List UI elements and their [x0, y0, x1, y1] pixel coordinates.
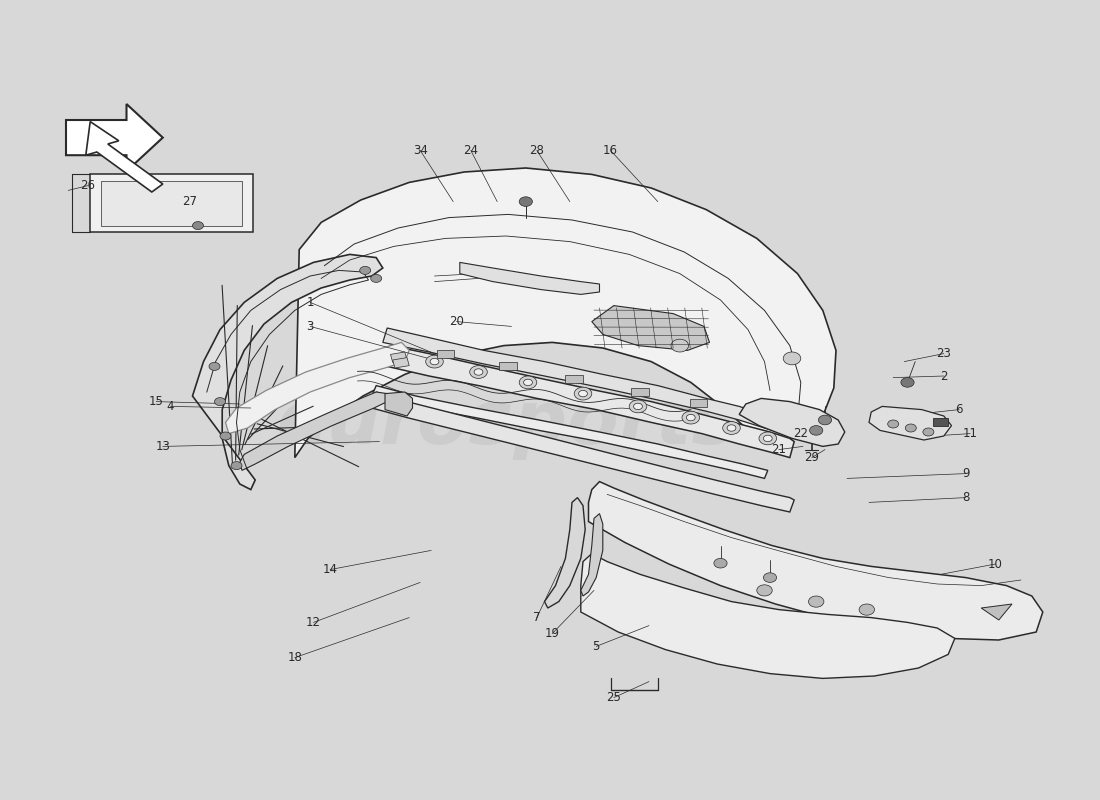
Ellipse shape [757, 585, 772, 596]
Polygon shape [739, 398, 845, 446]
Text: 9: 9 [962, 467, 969, 480]
Ellipse shape [209, 362, 220, 370]
FancyBboxPatch shape [101, 181, 242, 226]
Text: 13: 13 [155, 440, 170, 453]
Text: eurosports: eurosports [276, 387, 736, 461]
Text: 34: 34 [412, 144, 428, 157]
Text: 18: 18 [287, 651, 303, 664]
Ellipse shape [470, 366, 487, 378]
Polygon shape [372, 392, 794, 512]
Text: 25: 25 [606, 691, 621, 704]
Ellipse shape [727, 425, 736, 431]
Ellipse shape [519, 376, 537, 389]
Polygon shape [240, 392, 387, 470]
Ellipse shape [759, 432, 777, 445]
Ellipse shape [634, 403, 642, 410]
Ellipse shape [686, 414, 695, 421]
Ellipse shape [192, 222, 204, 230]
Ellipse shape [783, 352, 801, 365]
Ellipse shape [214, 398, 225, 406]
Polygon shape [385, 392, 412, 416]
FancyBboxPatch shape [690, 399, 707, 407]
Ellipse shape [371, 274, 382, 282]
Text: 15: 15 [148, 395, 164, 408]
Ellipse shape [901, 378, 914, 387]
FancyBboxPatch shape [90, 174, 253, 232]
Text: 26: 26 [80, 179, 96, 192]
Polygon shape [372, 386, 768, 478]
Text: 29: 29 [804, 451, 820, 464]
Ellipse shape [723, 422, 740, 434]
Text: 19: 19 [544, 627, 560, 640]
Polygon shape [592, 306, 710, 350]
Text: 23: 23 [936, 347, 952, 360]
Ellipse shape [524, 379, 532, 386]
Ellipse shape [579, 390, 587, 397]
Ellipse shape [629, 400, 647, 413]
Ellipse shape [923, 428, 934, 436]
FancyBboxPatch shape [565, 375, 583, 383]
Ellipse shape [763, 573, 777, 582]
Polygon shape [226, 342, 409, 434]
Ellipse shape [474, 369, 483, 375]
Ellipse shape [430, 358, 439, 365]
Text: 10: 10 [988, 558, 1003, 570]
Polygon shape [390, 352, 407, 362]
Polygon shape [86, 122, 163, 192]
Ellipse shape [574, 387, 592, 400]
FancyBboxPatch shape [499, 362, 517, 370]
Text: 7: 7 [534, 611, 540, 624]
Polygon shape [393, 358, 409, 368]
Ellipse shape [808, 596, 824, 607]
Text: 12: 12 [306, 616, 321, 629]
Ellipse shape [231, 462, 242, 470]
Polygon shape [588, 482, 1043, 640]
Text: 14: 14 [322, 563, 338, 576]
Text: 11: 11 [962, 427, 978, 440]
Ellipse shape [714, 558, 727, 568]
Polygon shape [581, 514, 603, 596]
Text: 20: 20 [449, 315, 464, 328]
Text: 5: 5 [593, 640, 600, 653]
Text: 28: 28 [529, 144, 544, 157]
Ellipse shape [905, 424, 916, 432]
Text: 1: 1 [307, 296, 314, 309]
Ellipse shape [763, 435, 772, 442]
Polygon shape [192, 254, 383, 490]
Text: 6: 6 [956, 403, 962, 416]
Polygon shape [544, 498, 585, 608]
Polygon shape [869, 406, 952, 440]
Ellipse shape [360, 266, 371, 274]
Text: 24: 24 [463, 144, 478, 157]
Text: 27: 27 [182, 195, 197, 208]
FancyBboxPatch shape [933, 418, 948, 426]
Polygon shape [66, 104, 163, 171]
Text: 3: 3 [307, 320, 314, 333]
Ellipse shape [519, 197, 532, 206]
Text: 16: 16 [603, 144, 618, 157]
Polygon shape [460, 262, 600, 294]
Polygon shape [383, 328, 786, 434]
Ellipse shape [888, 420, 899, 428]
Ellipse shape [220, 432, 231, 440]
Ellipse shape [682, 411, 700, 424]
Ellipse shape [818, 415, 832, 425]
Polygon shape [581, 554, 955, 678]
Text: 4: 4 [167, 400, 174, 413]
Ellipse shape [671, 339, 689, 352]
Ellipse shape [859, 604, 874, 615]
Text: 21: 21 [771, 443, 786, 456]
Text: 2: 2 [940, 370, 947, 382]
Text: 8: 8 [962, 491, 969, 504]
Ellipse shape [426, 355, 443, 368]
FancyBboxPatch shape [437, 350, 454, 358]
Polygon shape [981, 604, 1012, 620]
Polygon shape [295, 168, 836, 458]
Ellipse shape [810, 426, 823, 435]
Text: 22: 22 [793, 427, 808, 440]
FancyBboxPatch shape [631, 388, 649, 396]
Polygon shape [383, 346, 794, 458]
